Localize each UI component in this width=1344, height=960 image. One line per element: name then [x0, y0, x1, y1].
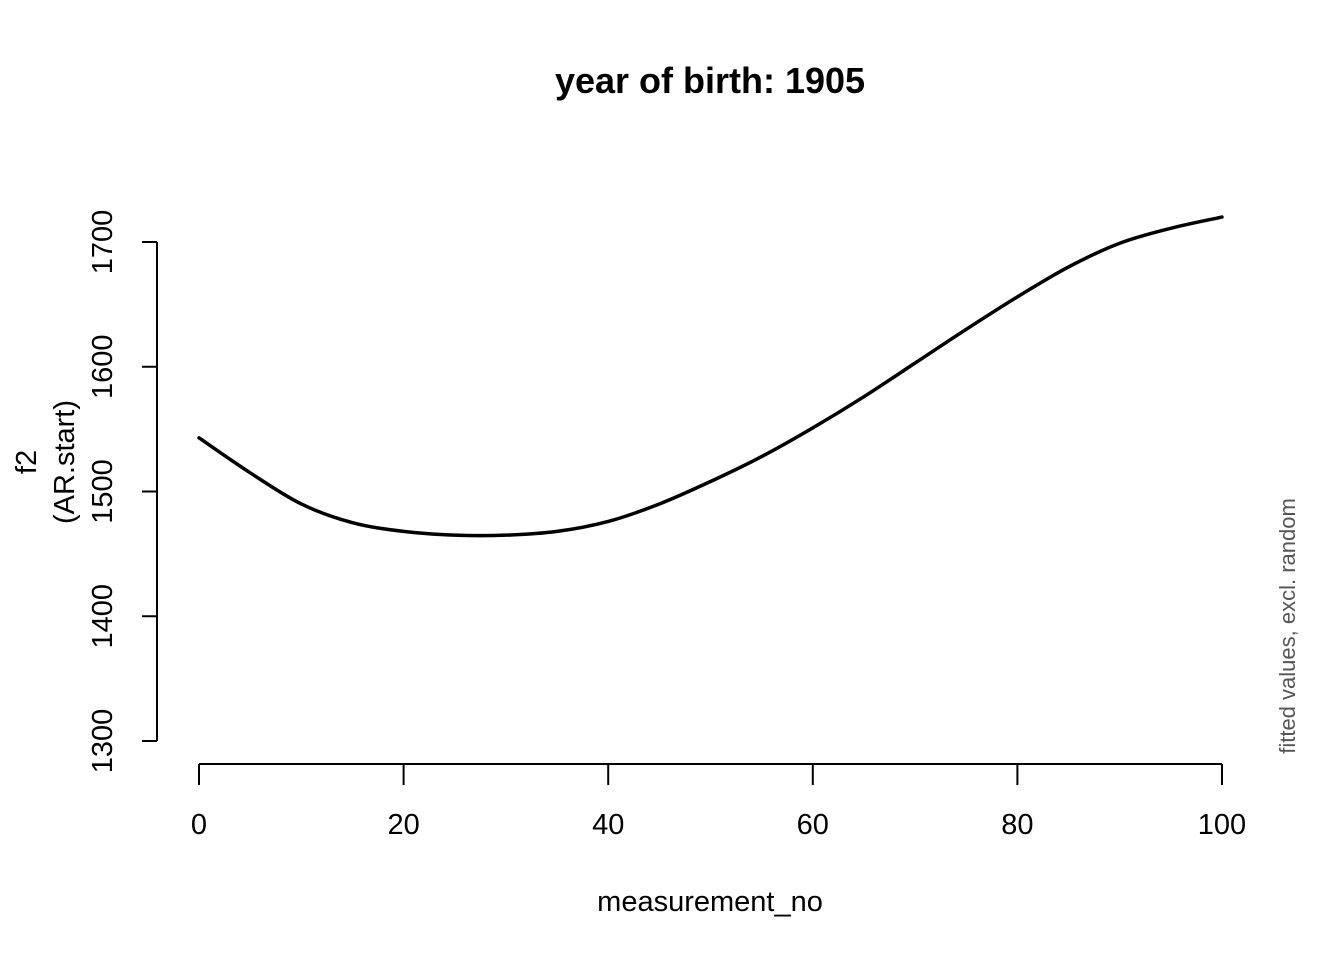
y-tick-label: 1300 — [87, 709, 119, 774]
y-tick-label: 1600 — [87, 334, 119, 399]
chart-title: year of birth: 1905 — [555, 60, 865, 101]
y-tick-label: 1400 — [87, 584, 119, 649]
series-line — [197, 215, 1224, 538]
y-axis-ticks: 1300 1400 1500 1600 1700 — [87, 210, 157, 774]
y-axis-label-line2: (AR.start) — [49, 400, 81, 524]
x-axis-label: measurement_no — [597, 886, 823, 918]
y-tick-label: 1700 — [87, 210, 119, 275]
y-tick-label: 1500 — [87, 459, 119, 524]
x-tick-label: 20 — [387, 809, 419, 841]
x-tick-label: 40 — [592, 809, 624, 841]
x-tick-label: 0 — [191, 809, 207, 841]
x-axis-ticks: 0 20 40 60 80 100 — [191, 764, 1246, 841]
x-tick-label: 80 — [1001, 809, 1033, 841]
side-note: fitted values, excl. random — [1275, 498, 1300, 754]
y-axis-label-line1: f2 — [11, 450, 43, 474]
x-tick-label: 100 — [1198, 809, 1246, 841]
x-tick-label: 60 — [797, 809, 829, 841]
